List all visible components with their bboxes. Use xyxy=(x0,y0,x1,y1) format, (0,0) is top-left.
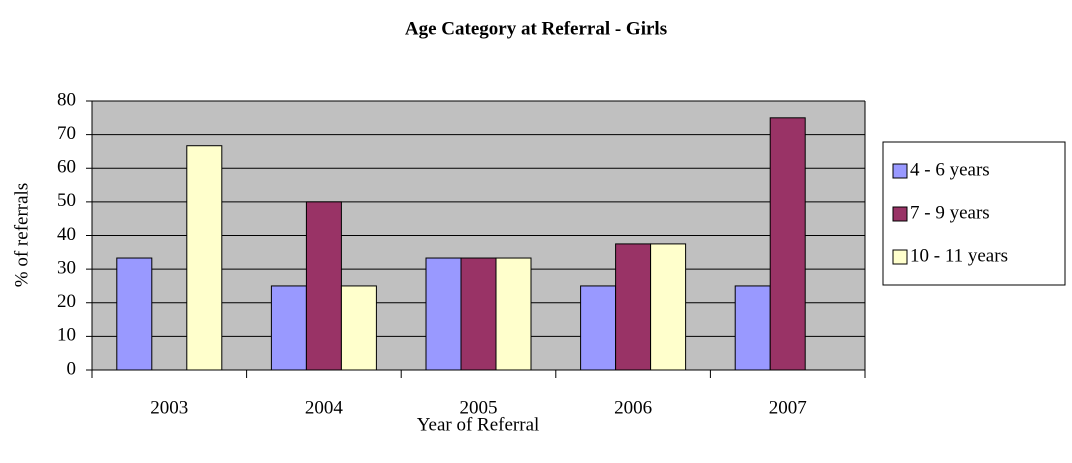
y-axis-label: % of referrals xyxy=(11,183,32,287)
x-tick-label: 2007 xyxy=(769,397,807,418)
bar xyxy=(116,257,153,371)
bar xyxy=(460,257,497,371)
legend-swatch xyxy=(892,206,908,222)
x-tick-label: 2006 xyxy=(614,397,652,418)
bar xyxy=(425,257,462,371)
legend-label: 4 - 6 years xyxy=(910,159,990,180)
x-tick-label: 2004 xyxy=(305,397,344,418)
legend-label: 10 - 11 years xyxy=(910,245,1008,266)
legend-swatch xyxy=(892,163,908,179)
bar xyxy=(340,285,377,371)
legend-box xyxy=(882,141,1066,286)
bar xyxy=(734,285,771,371)
bar xyxy=(615,243,652,371)
y-tick-label: 80 xyxy=(57,89,76,110)
y-tick-label: 20 xyxy=(57,291,76,312)
legend-label: 7 - 9 years xyxy=(910,202,990,223)
bar xyxy=(580,285,617,371)
bar xyxy=(305,201,342,371)
y-tick-label: 40 xyxy=(57,224,76,245)
x-axis-label: Year of Referral xyxy=(417,414,540,435)
bar xyxy=(186,145,223,371)
y-tick-label: 30 xyxy=(57,257,76,278)
x-tick-label: 2005 xyxy=(460,397,498,418)
bar xyxy=(769,117,806,371)
y-tick-label: 0 xyxy=(67,358,77,379)
y-tick-label: 10 xyxy=(57,325,76,346)
y-tick-label: 70 xyxy=(57,123,76,144)
y-tick-label: 60 xyxy=(57,157,76,178)
y-tick-label: 50 xyxy=(57,190,76,211)
legend-swatch xyxy=(892,249,908,265)
chart-title: Age Category at Referral - Girls xyxy=(405,18,667,39)
bar xyxy=(650,243,687,371)
bar xyxy=(270,285,307,371)
x-tick-label: 2003 xyxy=(150,397,188,418)
bar xyxy=(495,257,532,371)
